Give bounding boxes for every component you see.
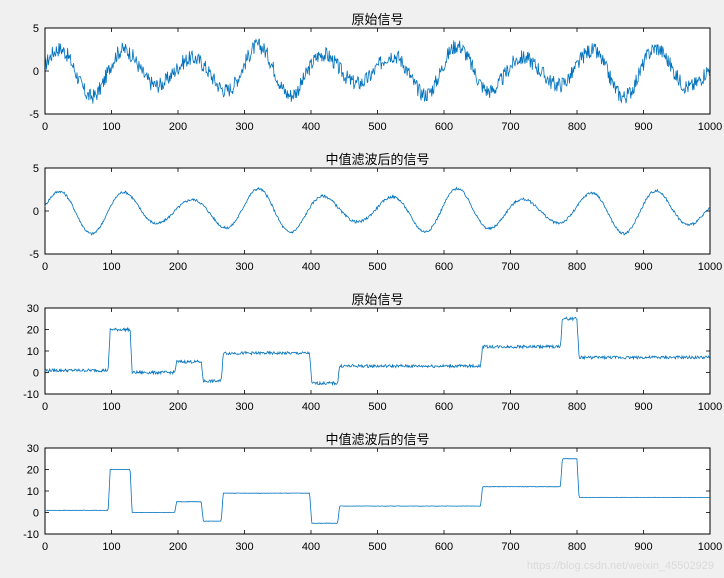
xtick-label: 800 bbox=[568, 541, 586, 553]
ytick-label: 5 bbox=[33, 163, 39, 175]
plot-area bbox=[45, 448, 710, 534]
xtick-label: 100 bbox=[102, 541, 120, 553]
ytick-label: 20 bbox=[27, 325, 39, 337]
xtick-label: 700 bbox=[501, 121, 519, 133]
xtick-label: 600 bbox=[435, 541, 453, 553]
xtick-label: 1000 bbox=[698, 121, 722, 133]
xtick-label: 0 bbox=[42, 121, 48, 133]
xtick-label: 600 bbox=[435, 121, 453, 133]
ytick-label: 10 bbox=[27, 346, 39, 358]
ytick-label: 5 bbox=[33, 23, 39, 35]
subplot-2: 中值滤波后的信号 0 100 200 300 400 500 600 700 800 900 1000… bbox=[29, 152, 722, 273]
xtick-label: 200 bbox=[169, 261, 187, 273]
subplot-3: 原始信号01002003004005006007008009001000-100… bbox=[23, 292, 722, 413]
xtick-label: 200 bbox=[169, 541, 187, 553]
xtick-label: 100 bbox=[102, 121, 120, 133]
plot-area bbox=[45, 168, 710, 254]
ytick-label: 0 bbox=[33, 508, 39, 520]
ytick-label: 20 bbox=[27, 465, 39, 477]
xtick-label: 300 bbox=[235, 121, 253, 133]
xtick-label: 300 bbox=[235, 261, 253, 273]
ytick-label: -10 bbox=[23, 529, 39, 541]
xtick-label: 300 bbox=[235, 541, 253, 553]
xtick-label: 900 bbox=[634, 401, 652, 413]
xtick-label: 400 bbox=[302, 121, 320, 133]
xtick-label: 400 bbox=[302, 541, 320, 553]
xtick-label: 500 bbox=[368, 401, 386, 413]
subplot-4: 中值滤波后的信号01002003004005006007008009001000… bbox=[23, 432, 722, 553]
watermark: https://blog.csdn.net/weixin_45502929 bbox=[527, 560, 714, 572]
xtick-label: 0 bbox=[42, 401, 48, 413]
ytick-label: 30 bbox=[27, 443, 39, 455]
subplot-title: 原始信号 bbox=[351, 292, 403, 307]
xtick-label: 400 bbox=[302, 261, 320, 273]
xtick-label: 700 bbox=[501, 261, 519, 273]
xtick-label: 0 bbox=[42, 541, 48, 553]
xtick-label: 900 bbox=[634, 541, 652, 553]
xtick-label: 500 bbox=[368, 541, 386, 553]
matlab-figure: 原始信号01002003004005006007008009001000-505… bbox=[0, 0, 724, 578]
xtick-label: 900 bbox=[634, 121, 652, 133]
xtick-label: 200 bbox=[169, 401, 187, 413]
ytick-label: 0 bbox=[33, 66, 39, 78]
xtick-label: 1000 bbox=[698, 261, 722, 273]
subplot-title: 原始信号 bbox=[351, 12, 403, 27]
xtick-label: 1000 bbox=[698, 401, 722, 413]
xtick-label: 600 bbox=[435, 261, 453, 273]
xtick-label: 700 bbox=[501, 401, 519, 413]
xtick-label: 0 bbox=[42, 261, 48, 273]
subplot-1: 原始信号01002003004005006007008009001000-505 bbox=[29, 12, 722, 133]
xtick-label: 500 bbox=[368, 261, 386, 273]
subplot-title: 中值滤波后的信号 bbox=[325, 152, 429, 167]
ytick-label: 30 bbox=[27, 303, 39, 315]
xtick-label: 100 bbox=[102, 401, 120, 413]
xtick-label: 300 bbox=[235, 401, 253, 413]
ytick-label: 0 bbox=[33, 206, 39, 218]
plot-area bbox=[45, 308, 710, 394]
ytick-label: 10 bbox=[27, 486, 39, 498]
xtick-label: 1000 bbox=[698, 541, 722, 553]
ytick-label: 0 bbox=[33, 368, 39, 380]
xtick-label: 900 bbox=[634, 261, 652, 273]
xtick-label: 400 bbox=[302, 401, 320, 413]
xtick-label: 700 bbox=[501, 541, 519, 553]
xtick-label: 200 bbox=[169, 121, 187, 133]
xtick-label: 100 bbox=[102, 261, 120, 273]
xtick-label: 600 bbox=[435, 401, 453, 413]
ytick-label: -5 bbox=[29, 249, 39, 261]
xtick-label: 800 bbox=[568, 261, 586, 273]
xtick-label: 800 bbox=[568, 401, 586, 413]
xtick-label: 500 bbox=[368, 121, 386, 133]
subplot-title: 中值滤波后的信号 bbox=[325, 432, 429, 447]
figure-svg: 原始信号01002003004005006007008009001000-505… bbox=[0, 0, 724, 578]
ytick-label: -5 bbox=[29, 109, 39, 121]
ytick-label: -10 bbox=[23, 389, 39, 401]
xtick-label: 800 bbox=[568, 121, 586, 133]
